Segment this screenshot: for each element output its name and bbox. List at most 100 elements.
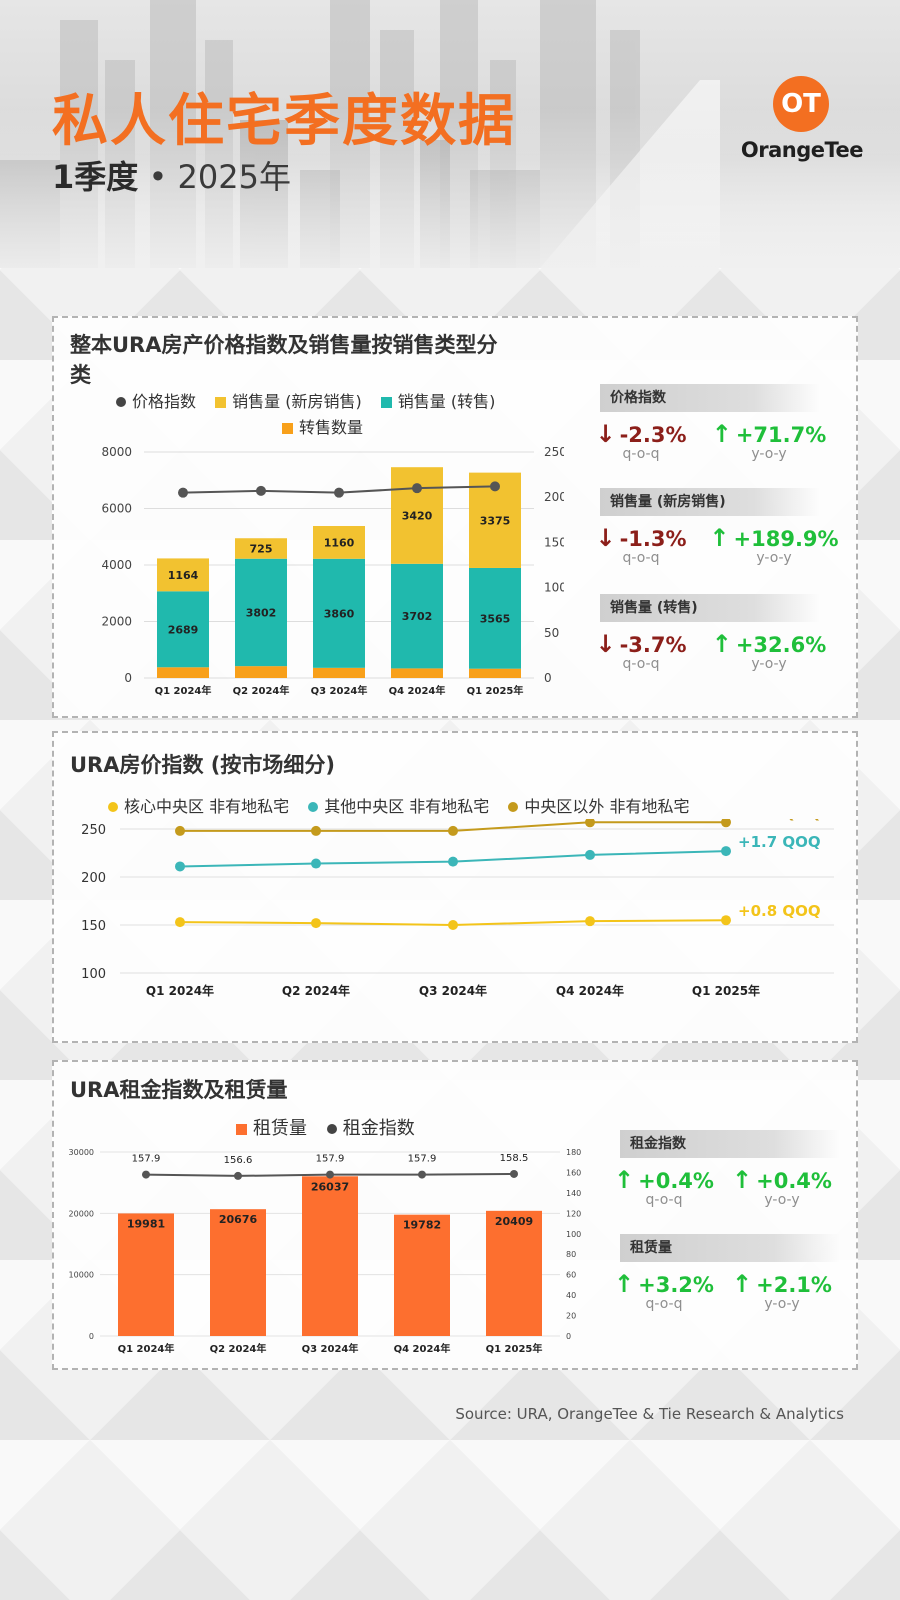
y-tick-label: 10000	[69, 1271, 94, 1280]
series-point	[175, 825, 185, 836]
y2-tick-label: 140	[566, 1189, 581, 1198]
arrow-up-icon: ↑	[711, 630, 732, 658]
rent-index-point	[510, 1169, 518, 1178]
panel-price-index-sales: 整本URA房产价格指数及销售量按销售类型分 类 价格指数 销售量 (新房销售) …	[52, 316, 858, 718]
panel-rental: URA租金指数及租赁量 租赁量 租金指数 0 10000 20000 30000 0 20…	[52, 1060, 858, 1370]
price-index-point	[256, 485, 266, 496]
y-tick-label: 0	[124, 671, 132, 685]
stat-head-rental-volume: 租赁量	[620, 1234, 840, 1262]
price-index-point	[490, 481, 500, 492]
chart-price-index-sales: 0 2000 4000 6000 8000 0 50 100 150 200 250 2689 1164…	[101, 445, 564, 697]
stat-value: +71.7%	[735, 423, 827, 447]
rent-index-label: 156.6	[224, 1155, 253, 1166]
bar-segment	[235, 666, 287, 678]
y2-tick-label: 150	[544, 535, 564, 549]
series-point	[311, 825, 321, 836]
arrow-down-icon: ↓	[595, 420, 616, 448]
y2-tick-label: 80	[566, 1250, 576, 1259]
y-tick-label: 200	[81, 871, 106, 886]
series-point	[175, 861, 185, 872]
panel1-legend-row2: 转售数量	[282, 414, 377, 438]
bar-segment	[157, 558, 209, 592]
panel3-title: URA租金指数及租赁量	[70, 1078, 288, 1102]
stat-value: +3.2%	[638, 1273, 714, 1297]
legend-item-ccr: 核心中央区 非有地私宅	[108, 793, 289, 817]
stat-rent-yoy: ↑ +0.4% y-o-y	[724, 1166, 840, 1208]
stat-label: y-o-y	[751, 656, 787, 672]
data-label: 26037	[311, 1180, 349, 1193]
stat-price-yoy: ↑ +71.7% y-o-y	[704, 420, 834, 462]
legend-dot-icon	[308, 802, 319, 812]
stat-value: -2.3%	[619, 423, 687, 447]
legend-dot-icon	[116, 397, 126, 407]
stat-value: +2.1%	[756, 1273, 832, 1297]
y-tick-label: 30000	[69, 1148, 94, 1157]
series-point	[585, 849, 595, 860]
stat-label: y-o-y	[764, 1192, 800, 1208]
rent-index-label: 157.9	[408, 1154, 437, 1165]
y-tick-label: 150	[81, 919, 106, 934]
data-label: 19782	[403, 1219, 441, 1232]
legend-item-rcr: 其他中央区 非有地私宅	[308, 793, 489, 817]
page-title: 私人住宅季度数据	[52, 89, 516, 154]
orangetee-logo: OT OrangeTee	[740, 76, 864, 166]
bar-segment	[313, 667, 365, 678]
stat-label: y-o-y	[751, 446, 787, 462]
y2-tick-label: 0	[566, 1332, 571, 1341]
legend-dot-icon	[326, 1124, 337, 1134]
qoq-change-label: +1.7 QOQ	[738, 833, 821, 851]
data-label: 3375	[480, 514, 511, 527]
bar-segment	[313, 526, 365, 559]
bar-segment	[391, 668, 443, 678]
legend-dot-icon	[108, 802, 118, 812]
legend-label: 其他中央区 非有地私宅	[324, 797, 490, 816]
stat-label: q-o-q	[622, 656, 660, 672]
chart-rental: 0 10000 20000 30000 0 20 40 60 80 100 120 140 160 180…	[69, 1148, 582, 1355]
legend-swatch-icon	[380, 397, 392, 408]
year-label: 2025年	[177, 158, 291, 196]
data-label: 3420	[402, 510, 433, 523]
arrow-down-icon: ↓	[595, 630, 616, 658]
stat-label: q-o-q	[622, 550, 660, 566]
rent-index-point	[326, 1170, 334, 1179]
bar-segment	[235, 558, 287, 667]
series-point	[721, 846, 731, 857]
legend-label: 租赁量	[253, 1118, 307, 1139]
arrow-down-icon: ↓	[595, 524, 616, 552]
panel2-legend: 核心中央区 非有地私宅 其他中央区 非有地私宅 中央区以外 非有地私宅	[108, 793, 703, 817]
data-label: 725	[250, 542, 273, 555]
arrow-up-icon: ↑	[732, 1270, 753, 1298]
x-tick-label: Q4 2024年	[394, 1342, 451, 1355]
x-tick-label: Q3 2024年	[419, 983, 487, 998]
legend-label: 销售量 (新房销售)	[232, 392, 362, 411]
y2-tick-label: 100	[544, 581, 564, 595]
x-tick-label: Q4 2024年	[556, 983, 624, 998]
y-tick-label: 20000	[69, 1209, 94, 1218]
arrow-up-icon: ↑	[711, 420, 732, 448]
legend-dot-icon	[508, 802, 519, 812]
legend-label: 价格指数	[132, 392, 197, 411]
arrow-up-icon: ↑	[732, 1166, 753, 1194]
subtitle-separator: •	[148, 158, 168, 196]
x-tick-label: Q2 2024年	[233, 684, 290, 697]
rental-bar	[210, 1209, 266, 1336]
x-tick-label: Q1 2025年	[486, 1342, 543, 1355]
panel3-legend: 租赁量 租金指数	[236, 1114, 429, 1140]
qoq-change-label: +0.3 QOQ	[738, 819, 821, 822]
legend-label: 销售量 (转售)	[397, 392, 496, 411]
arrow-up-icon: ↑	[709, 524, 730, 552]
data-label: 2689	[168, 623, 199, 636]
data-label: 3565	[480, 612, 511, 625]
stat-value: +0.4%	[638, 1169, 714, 1193]
bar-segment	[313, 558, 365, 668]
y2-tick-label: 200	[544, 490, 564, 504]
x-tick-label: Q1 2025年	[467, 684, 524, 697]
panel1-title-line2: 类	[70, 363, 91, 387]
stat-value: +0.4%	[756, 1169, 832, 1193]
y2-tick-label: 60	[566, 1271, 576, 1280]
rent-index-label: 157.9	[316, 1154, 345, 1165]
legend-swatch-icon	[236, 1124, 247, 1135]
arrow-up-icon: ↑	[614, 1166, 635, 1194]
y2-tick-label: 0	[544, 671, 552, 685]
data-label: 3802	[246, 606, 277, 619]
